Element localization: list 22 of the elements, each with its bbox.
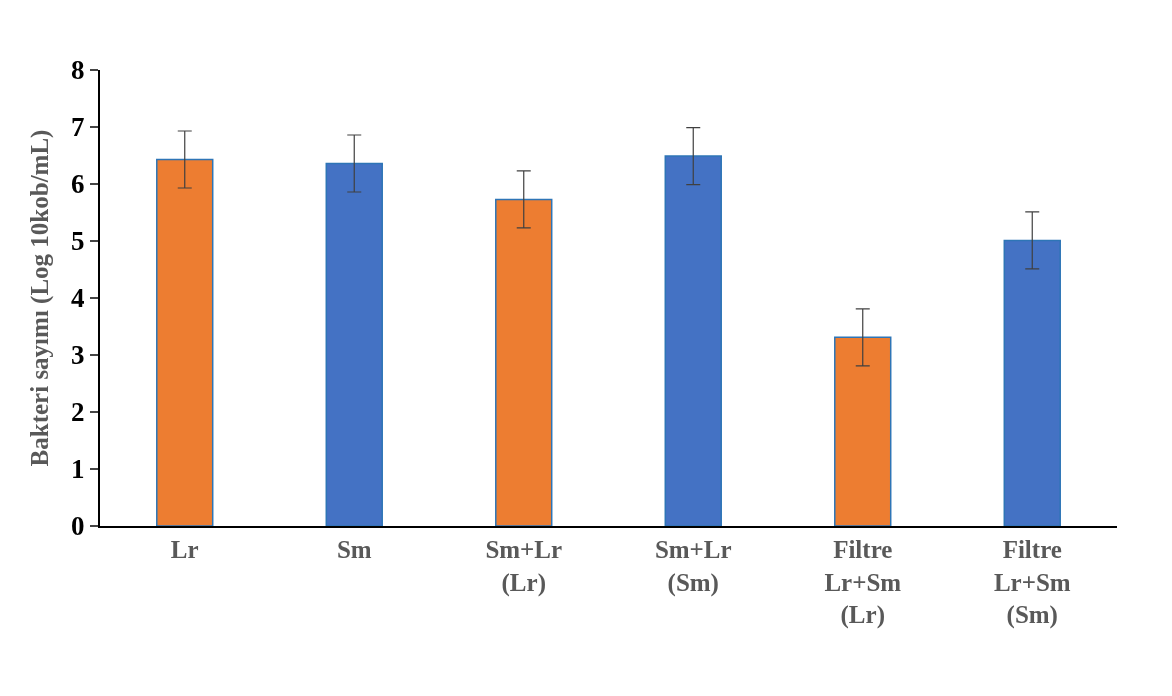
y-tick-label: 2 xyxy=(71,397,85,428)
bar xyxy=(156,158,214,526)
bar xyxy=(325,162,383,526)
y-tick-label: 4 xyxy=(71,283,85,314)
y-tick-label: 8 xyxy=(71,55,85,86)
x-tick-label: Lr xyxy=(170,536,199,563)
bar xyxy=(834,336,892,526)
y-tick-label: 3 xyxy=(71,340,85,371)
bar xyxy=(495,198,553,526)
bar xyxy=(1003,239,1061,526)
x-tick-label: Sm+Lr (Sm) xyxy=(654,536,732,597)
y-tick-label: 7 xyxy=(71,112,85,143)
x-tick-label: Filtre Lr+Sm (Sm) xyxy=(993,536,1071,629)
x-tick-label: Sm xyxy=(336,536,372,563)
y-tick-label: 5 xyxy=(71,226,85,257)
y-tick-label: 0 xyxy=(71,511,85,542)
bar xyxy=(664,155,722,526)
y-tick-label: 6 xyxy=(71,169,85,200)
y-axis-title: Bakteri sayımı (Log 10kob/mL) xyxy=(26,129,55,467)
x-tick-label: Sm+Lr (Lr) xyxy=(485,536,563,597)
x-tick-label: Filtre Lr+Sm (Lr) xyxy=(824,536,902,629)
y-tick-label: 1 xyxy=(71,454,85,485)
